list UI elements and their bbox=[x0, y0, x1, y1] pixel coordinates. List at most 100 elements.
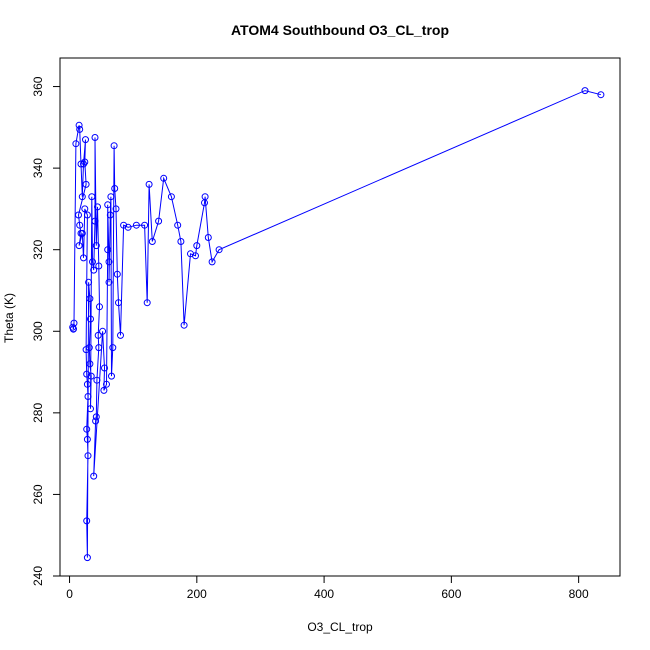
data-point bbox=[124, 223, 132, 231]
data-point bbox=[83, 370, 91, 378]
data-point bbox=[104, 201, 112, 209]
data-point bbox=[94, 203, 101, 211]
data-point bbox=[93, 376, 101, 384]
data-point bbox=[87, 315, 94, 323]
plot-frame bbox=[59, 57, 621, 577]
data-point bbox=[192, 252, 199, 260]
y-tick-label: 260 bbox=[31, 484, 45, 504]
data-point bbox=[108, 372, 115, 380]
data-point bbox=[112, 205, 120, 213]
data-point bbox=[90, 266, 98, 274]
data-point bbox=[84, 393, 92, 400]
data-point bbox=[96, 303, 103, 311]
data-point bbox=[95, 344, 103, 352]
y-axis-label: Theta (K) bbox=[2, 293, 16, 343]
data-point bbox=[103, 380, 110, 388]
data-point bbox=[92, 242, 100, 250]
data-point bbox=[78, 193, 86, 201]
data-point bbox=[91, 217, 99, 225]
data-point bbox=[177, 238, 185, 245]
data-point bbox=[81, 158, 89, 166]
data-point bbox=[87, 372, 95, 380]
x-tick-label: 200 bbox=[187, 587, 207, 601]
x-tick-label: 0 bbox=[66, 587, 73, 601]
data-point bbox=[167, 193, 175, 201]
x-axis-label: O3_CL_trop bbox=[307, 620, 373, 634]
data-point bbox=[78, 229, 86, 237]
data-point bbox=[91, 134, 99, 141]
data-point bbox=[110, 142, 118, 150]
data-point bbox=[143, 299, 151, 307]
data-point bbox=[90, 472, 98, 480]
data-point bbox=[83, 517, 91, 525]
data-point bbox=[89, 258, 96, 266]
data-point bbox=[180, 321, 188, 329]
data-point bbox=[120, 221, 128, 229]
data-point bbox=[84, 452, 92, 460]
data-point bbox=[155, 217, 163, 225]
data-point bbox=[70, 319, 78, 327]
data-point bbox=[85, 278, 93, 286]
y-tick-label: 240 bbox=[31, 566, 45, 586]
data-point bbox=[86, 360, 94, 368]
data-point bbox=[201, 193, 209, 201]
data-point bbox=[117, 331, 124, 339]
data-point bbox=[81, 205, 89, 213]
data-point bbox=[132, 221, 140, 229]
data-point bbox=[95, 262, 103, 270]
data-point bbox=[148, 238, 156, 245]
data-point bbox=[581, 87, 589, 95]
data-point bbox=[83, 554, 91, 562]
chart-title: ATOM4 Southbound O3_CL_trop bbox=[231, 22, 449, 38]
data-point bbox=[105, 278, 113, 286]
data-point bbox=[106, 211, 114, 219]
data-point bbox=[101, 364, 108, 372]
data-point bbox=[92, 417, 100, 425]
x-tick-label: 800 bbox=[569, 587, 589, 601]
data-point bbox=[75, 211, 82, 219]
data-point bbox=[82, 180, 90, 188]
data-point bbox=[174, 221, 182, 229]
data-point bbox=[83, 425, 91, 433]
data-point bbox=[111, 185, 119, 192]
data-point bbox=[107, 193, 115, 201]
data-point bbox=[75, 242, 83, 250]
data-point bbox=[113, 270, 121, 278]
data-point bbox=[75, 121, 83, 129]
data-point bbox=[100, 386, 108, 394]
y-tick-label: 280 bbox=[31, 403, 45, 423]
y-tick-label: 360 bbox=[31, 76, 45, 96]
data-point bbox=[160, 174, 168, 182]
data-point bbox=[82, 136, 89, 144]
data-point bbox=[77, 160, 85, 168]
y-tick-label: 320 bbox=[31, 239, 45, 259]
data-point bbox=[109, 344, 117, 352]
plot-area: 0 200 400 600 800 240 260 280 300 320 340 360 bbox=[31, 57, 621, 601]
data-point bbox=[86, 295, 94, 303]
data-point bbox=[208, 258, 216, 266]
data-point bbox=[94, 331, 102, 339]
data-point bbox=[115, 299, 122, 307]
data-point bbox=[76, 125, 84, 133]
data-point bbox=[76, 221, 84, 229]
data-point bbox=[204, 234, 212, 241]
data-point bbox=[104, 246, 112, 254]
data-point bbox=[83, 435, 91, 443]
data-point bbox=[85, 344, 93, 352]
data-point bbox=[80, 160, 87, 168]
data-point bbox=[87, 405, 94, 413]
data-point bbox=[92, 413, 100, 421]
data-point bbox=[83, 380, 91, 388]
data-point bbox=[215, 246, 223, 254]
data-point bbox=[80, 254, 87, 262]
data-point bbox=[597, 91, 605, 99]
data-point bbox=[88, 193, 96, 201]
data-point bbox=[72, 140, 80, 148]
series-line bbox=[72, 90, 602, 558]
y-tick-label: 340 bbox=[31, 158, 45, 178]
x-tick-label: 600 bbox=[441, 587, 461, 601]
data-point bbox=[141, 221, 149, 229]
data-point bbox=[105, 258, 113, 266]
data-point bbox=[83, 211, 91, 219]
